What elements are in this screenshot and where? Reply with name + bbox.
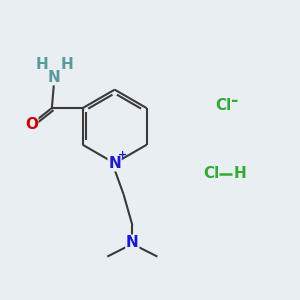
Text: N: N [126, 235, 139, 250]
Text: Cl: Cl [215, 98, 231, 113]
Text: H: H [61, 57, 74, 72]
Text: H: H [36, 57, 49, 72]
Text: +: + [118, 150, 128, 160]
Text: Cl: Cl [203, 166, 219, 181]
Text: O: O [25, 117, 38, 132]
Text: N: N [108, 156, 121, 171]
Text: H: H [234, 166, 247, 181]
Text: N: N [48, 70, 61, 85]
Text: -: - [231, 92, 238, 110]
